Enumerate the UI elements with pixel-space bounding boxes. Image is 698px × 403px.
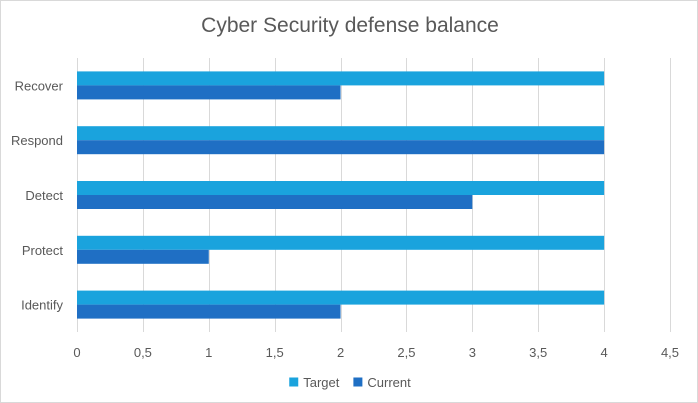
x-tick-label: 1,5 [266, 345, 284, 360]
category-label: Detect [25, 188, 63, 203]
category-label: Identify [21, 298, 63, 313]
bar-target-protect [77, 235, 605, 250]
legend-item-target: Target [289, 375, 340, 390]
legend: Target Current [289, 375, 411, 390]
bar-current-recover [77, 85, 341, 100]
bar-target-detect [77, 181, 605, 195]
x-tick-labels: 0 0,5 1 1,5 2 2,5 3 3,5 4 4,5 [73, 345, 679, 360]
bar-target-identify [77, 290, 605, 305]
legend-label: Current [367, 375, 411, 390]
bar-target-respond [77, 126, 605, 141]
category-label: Protect [22, 243, 64, 258]
x-tick-label: 2,5 [397, 345, 415, 360]
x-tick-label: 4,5 [661, 345, 679, 360]
x-tick-label: 0,5 [134, 345, 152, 360]
chart-title: Cyber Security defense balance [201, 14, 499, 37]
legend-swatch [289, 377, 299, 387]
category-label: Recover [15, 78, 64, 93]
legend-swatch [353, 377, 363, 387]
x-tick-label: 3,5 [529, 345, 547, 360]
bar-current-respond [77, 140, 605, 155]
x-tick-label: 1 [205, 345, 212, 360]
bar-current-identify [77, 304, 341, 319]
legend-label: Target [303, 375, 340, 390]
x-tick-label: 3 [469, 345, 476, 360]
bars [77, 71, 605, 319]
category-labels: Recover Respond Detect Protect Identify [11, 78, 64, 312]
bar-target-recover [77, 71, 605, 86]
bar-current-protect [77, 249, 209, 264]
x-tick-label: 4 [600, 345, 607, 360]
x-tick-label: 2 [337, 345, 344, 360]
category-label: Respond [11, 133, 63, 148]
bar-current-detect [77, 195, 473, 209]
x-tick-label: 0 [73, 345, 80, 360]
legend-item-current: Current [353, 375, 411, 390]
